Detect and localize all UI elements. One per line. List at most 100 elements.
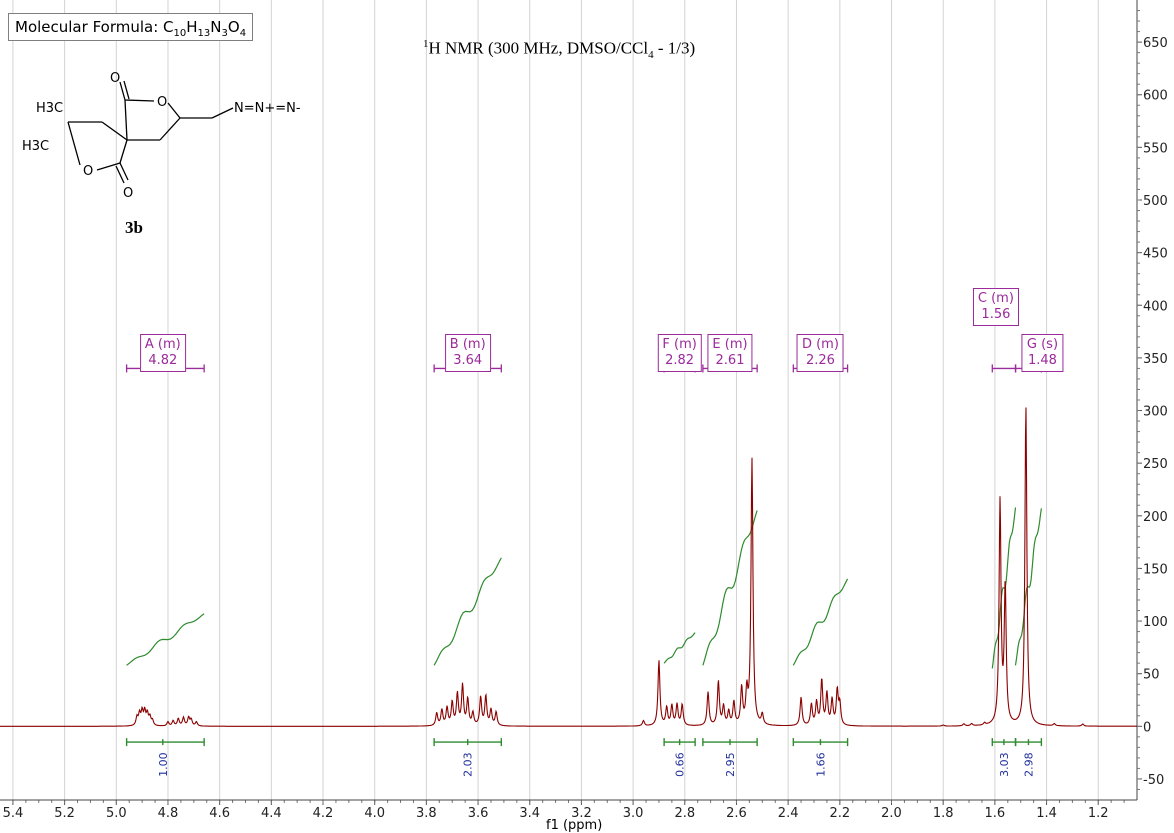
x-tick-label: 2.6 <box>726 806 747 821</box>
y-tick-label: 150 <box>1143 562 1168 577</box>
x-tick-label: 5.2 <box>54 806 75 821</box>
y-tick-label: 500 <box>1143 194 1168 209</box>
y-tick-label: 300 <box>1143 405 1168 420</box>
formula-h: H <box>186 18 198 36</box>
formula-prefix: Molecular Formula: C <box>15 18 174 36</box>
y-tick-label: 50 <box>1143 668 1160 683</box>
formula-n: N <box>210 18 222 36</box>
formula-o-count: 4 <box>239 28 247 39</box>
carbonyl-oxygen-2: O <box>123 186 133 201</box>
formula-c-count: 10 <box>173 28 187 39</box>
x-tick-label: 4.4 <box>261 806 282 821</box>
formula-h-count: 13 <box>197 28 211 39</box>
integral-curve <box>991 507 1017 669</box>
y-tick-label: 600 <box>1143 89 1168 104</box>
y-tick-label: 450 <box>1143 247 1168 262</box>
x-tick-label: 5.4 <box>3 806 24 821</box>
multiplet-shift: 2.82 <box>665 353 695 368</box>
y-tick-label: 650 <box>1143 36 1168 51</box>
x-tick-label: 4.2 <box>313 806 334 821</box>
multiplet-shift: 1.48 <box>1027 353 1057 368</box>
chart-title: 1H NMR (300 MHz, DMSO/CCl4 - 1/3) <box>423 38 695 61</box>
multiplet-label: C (m) 1.56 <box>972 288 1019 326</box>
x-tick-label: 1.4 <box>1036 806 1057 821</box>
integral-curve <box>702 510 758 666</box>
x-tick-label: 5.0 <box>106 806 127 821</box>
x-tick-label: 2.4 <box>778 806 799 821</box>
multiplet-label: B (m) 3.64 <box>444 334 491 372</box>
formula-n-count: 3 <box>221 28 228 39</box>
title-isotope: 1 <box>423 38 429 50</box>
x-tick-label: 4.8 <box>158 806 179 821</box>
peak-markers <box>137 405 1083 725</box>
multiplet-shift: 4.82 <box>148 353 178 368</box>
y-tick-label: 250 <box>1143 457 1168 472</box>
y-tick-label: -50 <box>1143 773 1164 788</box>
x-axis: 5.4 5.2 5.0 4.8 4.6 4.4 4.2 4.0 3.8 3.6 3.4 3.2 3.0 2… <box>0 799 1137 821</box>
integral-value-label: 2.95 <box>724 752 737 777</box>
multiplet-shift: 3.64 <box>453 353 483 368</box>
azide-group-label: N=N+=N- <box>234 101 301 116</box>
y-tick-label: 400 <box>1143 299 1168 314</box>
y-tick-label: 100 <box>1143 615 1168 630</box>
integral-curve <box>792 578 849 666</box>
multiplet-bracket-layer <box>125 364 1043 373</box>
x-tick-label: 3.8 <box>416 806 437 821</box>
formula-o: O <box>227 18 240 36</box>
multiplet-label: F (m) 2.82 <box>657 334 702 372</box>
y-tick-label: 350 <box>1143 352 1168 367</box>
integral-value-label: 2.03 <box>462 752 475 777</box>
multiplet-shift: 2.26 <box>805 353 835 368</box>
y-tick-label: 550 <box>1143 141 1168 156</box>
molecular-formula-box: Molecular Formula: C10H13N3O4 <box>8 13 254 41</box>
x-tick-label: 2.8 <box>674 806 695 821</box>
multiplet-shift: 2.61 <box>715 353 745 368</box>
multiplet-name: G (s) <box>1026 337 1059 352</box>
multiplet-name: F (m) <box>662 337 697 352</box>
x-axis-label: f1 (ppm) <box>546 818 603 833</box>
integral-value-label: 0.66 <box>674 752 687 777</box>
title-rest: - 1/3) <box>653 38 696 58</box>
spectrum-line <box>0 407 1137 727</box>
multiplet-name: B (m) <box>449 337 486 352</box>
x-tick-label: 1.8 <box>933 806 954 821</box>
integral-value-label: 2.98 <box>1022 752 1035 777</box>
integral-curve <box>126 613 205 666</box>
ring-oxygen-1: O <box>157 95 167 110</box>
x-tick-label: 1.6 <box>985 806 1006 821</box>
integral-curve <box>663 632 696 664</box>
multiplet-label: A (m) 4.82 <box>139 334 186 372</box>
multiplet-name: D (m) <box>801 337 839 352</box>
multiplet-name: A (m) <box>144 337 181 352</box>
molecule-structure <box>67 80 234 184</box>
integral-layer: 1.00 2.03 0.66 2.95 1.66 3.03 2.98 <box>125 507 1043 777</box>
carbonyl-oxygen-1: O <box>110 71 120 86</box>
multiplet-name: C (m) <box>977 291 1014 306</box>
integral-value-label: 1.00 <box>157 752 170 777</box>
multiplet-name: E (m) <box>712 337 748 352</box>
x-tick-label: 4.6 <box>209 806 230 821</box>
x-tick-label: 4.0 <box>364 806 385 821</box>
y-tick-label: 0 <box>1143 720 1151 735</box>
integral-curve <box>433 557 502 666</box>
y-axis: -50 0 50 100 150 200 250 300 350 400 450 500 550 600 6… <box>1136 0 1168 800</box>
multiplet-label: G (s) 1.48 <box>1021 334 1064 372</box>
compound-label: 3b <box>125 218 143 237</box>
x-tick-label: 2.0 <box>881 806 902 821</box>
y-tick-label: 200 <box>1143 510 1168 525</box>
methyl-label-2: H3C <box>22 139 49 154</box>
methyl-label-1: H3C <box>36 101 63 116</box>
grid-lines <box>12 0 1099 800</box>
x-tick-label: 3.2 <box>571 806 592 821</box>
x-tick-label: 3.6 <box>468 806 489 821</box>
multiplet-label: E (m) 2.61 <box>707 334 753 372</box>
ring-oxygen-2: O <box>83 164 93 179</box>
x-tick-label: 2.2 <box>829 806 850 821</box>
title-sub: 4 <box>648 49 654 62</box>
title-text: H NMR (300 MHz, DMSO/CCl <box>428 38 649 58</box>
x-tick-label: 3.4 <box>519 806 540 821</box>
x-tick-label: 3.0 <box>623 806 644 821</box>
integral-value-label: 1.66 <box>814 752 827 777</box>
multiplet-label: D (m) 2.26 <box>796 334 844 372</box>
